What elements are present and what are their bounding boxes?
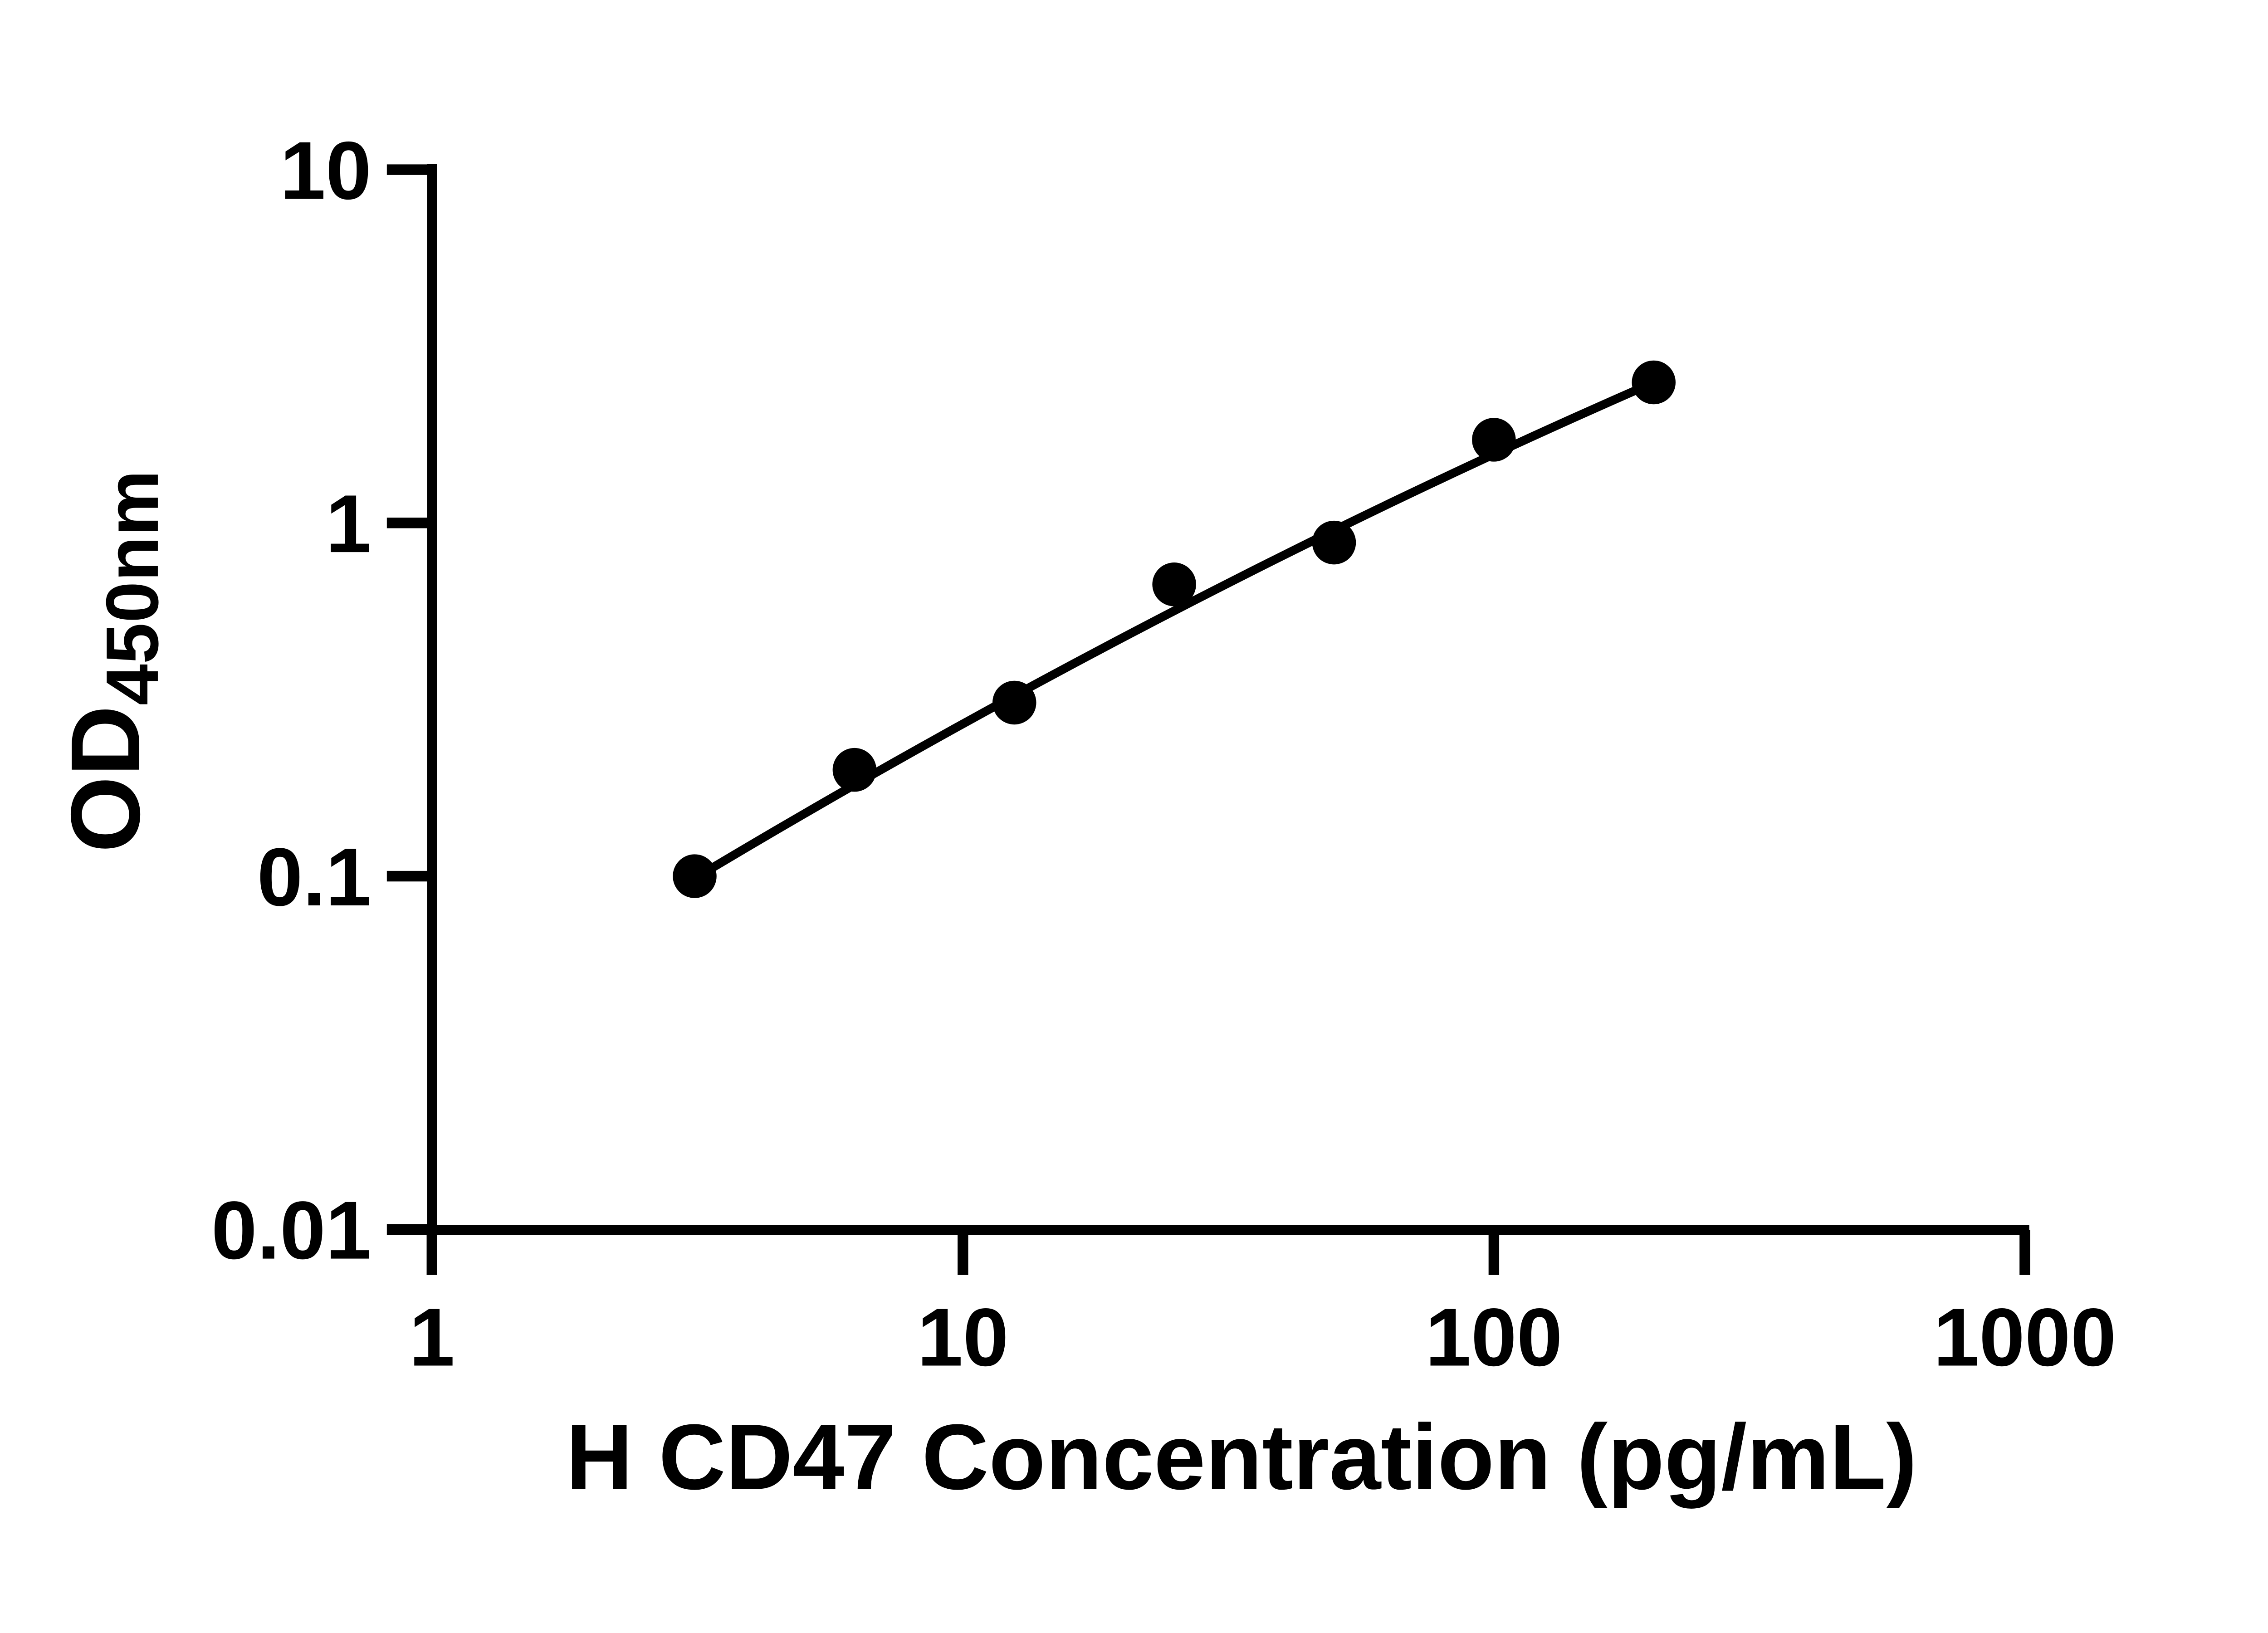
x-tick-label: 100 bbox=[1425, 1292, 1562, 1384]
fit-curve-layer bbox=[690, 378, 1658, 883]
x-tick-label: 1 bbox=[409, 1292, 455, 1384]
data-point bbox=[673, 854, 717, 898]
fit-curve bbox=[690, 378, 1658, 883]
y-tick-label: 1 bbox=[326, 478, 371, 570]
tick-labels-layer: 10 1 0.1 0.01 1 10 100 1000 bbox=[211, 125, 2116, 1383]
y-axis-title: OD450nm bbox=[50, 470, 174, 852]
x-axis-title: H CD47 Concentration (pg/mL) bbox=[566, 1405, 1917, 1509]
data-point bbox=[992, 680, 1036, 725]
y-tick-label: 0.01 bbox=[211, 1185, 371, 1276]
x-tick-label: 10 bbox=[917, 1292, 1009, 1384]
data-point bbox=[1472, 418, 1516, 462]
axes-layer bbox=[387, 164, 2029, 1235]
ticks-layer bbox=[386, 164, 2030, 1275]
data-points-layer bbox=[673, 360, 1676, 898]
y-axis-title-subscript: 450nm bbox=[91, 470, 174, 705]
y-tick-label: 0.1 bbox=[257, 831, 371, 923]
data-point bbox=[1152, 562, 1196, 606]
data-point bbox=[1312, 520, 1356, 565]
y-axis-title-main: OD bbox=[50, 705, 160, 853]
data-point bbox=[832, 748, 877, 792]
data-point bbox=[1632, 360, 1676, 405]
y-tick-label: 10 bbox=[280, 125, 371, 216]
x-tick-label: 1000 bbox=[1933, 1292, 2116, 1384]
